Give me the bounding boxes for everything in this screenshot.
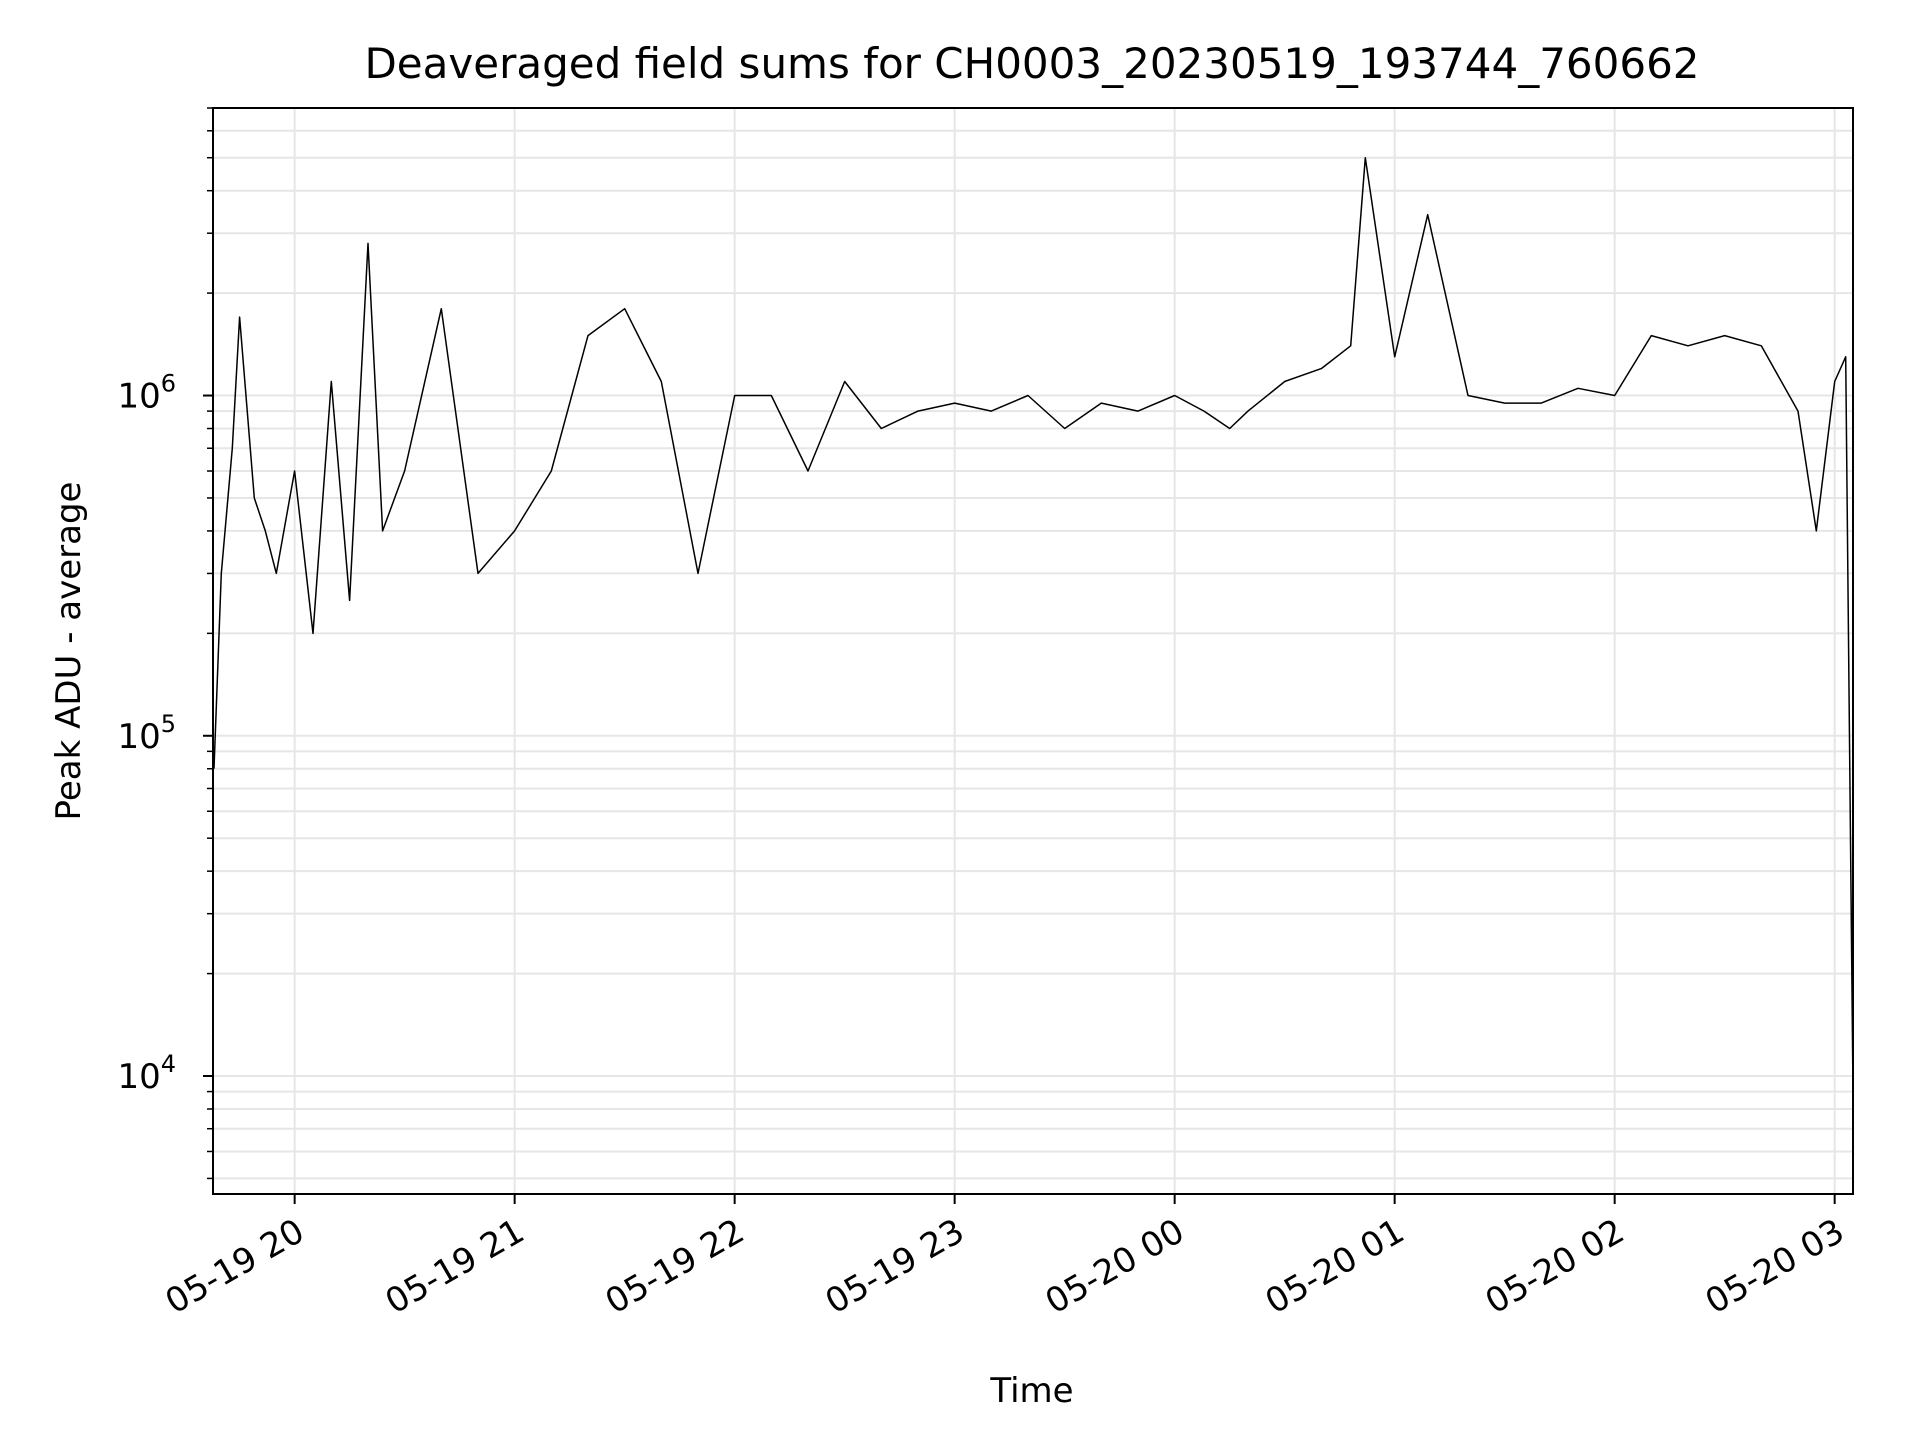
y-tick-label: 104: [117, 1050, 176, 1097]
y-tick-label-exponent: 5: [161, 710, 176, 738]
y-tick-label-base: 10: [117, 377, 160, 417]
series-layer: [213, 156, 1854, 1092]
series-line: [213, 156, 1854, 1092]
y-tick-label-base: 10: [117, 717, 160, 757]
y-tick-label-exponent: 4: [161, 1050, 176, 1078]
y-tick-label-exponent: 6: [161, 370, 176, 398]
y-axis-label: Peak ADU - average: [49, 482, 89, 821]
grid-layer: [213, 107, 1853, 1194]
chart-title: Deaveraged field sums for CH0003_2023051…: [364, 39, 1699, 88]
y-tick-label: 106: [117, 370, 176, 417]
y-tick-label: 105: [117, 710, 176, 757]
x-axis-label: Time: [989, 1371, 1073, 1411]
plot-frame: [212, 107, 1854, 1195]
y-tick-label-base: 10: [117, 1057, 160, 1097]
